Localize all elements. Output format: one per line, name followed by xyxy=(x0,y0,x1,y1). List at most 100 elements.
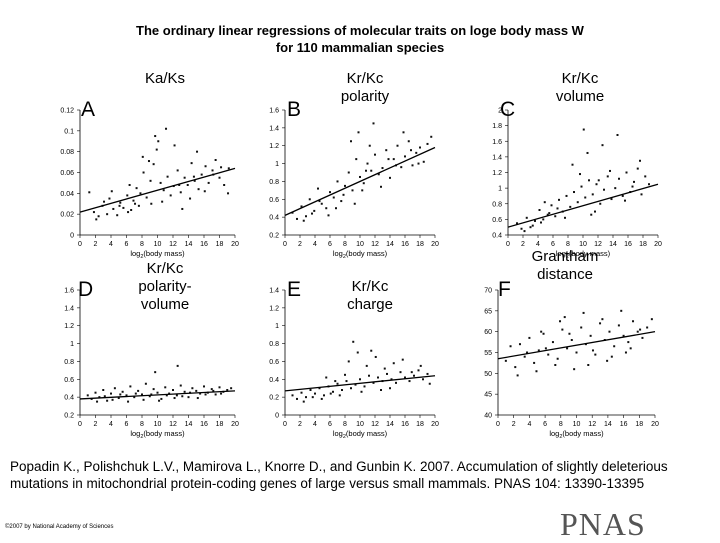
data-point xyxy=(314,392,316,395)
panel-f-title-line: distance xyxy=(537,266,593,283)
x-tick-label: 12 xyxy=(588,421,596,428)
data-point xyxy=(613,345,616,348)
panel-e-letter: E xyxy=(287,278,302,301)
data-point xyxy=(640,193,643,196)
x-tick-label: 10 xyxy=(579,241,587,248)
y-tick-label: 40 xyxy=(484,413,492,420)
data-point xyxy=(165,394,168,397)
x-tick-label: 18 xyxy=(416,241,424,248)
data-point xyxy=(408,380,411,383)
x-tick-label: 4 xyxy=(109,241,113,248)
data-point xyxy=(428,382,431,385)
y-tick-label: 1.2 xyxy=(269,143,279,150)
data-point xyxy=(125,394,128,397)
x-tick-label: 18 xyxy=(416,421,424,428)
panel-d-letter: D xyxy=(78,278,94,301)
x-tick-label: 4 xyxy=(313,421,317,428)
data-point xyxy=(302,219,305,222)
x-tick-label: 16 xyxy=(200,241,208,248)
data-point xyxy=(370,169,373,172)
data-point xyxy=(332,390,334,393)
data-point xyxy=(196,397,199,400)
data-point xyxy=(147,160,150,163)
data-point xyxy=(350,140,352,143)
data-point xyxy=(122,206,125,209)
x-tick-label: 0 xyxy=(506,241,510,248)
data-point xyxy=(183,176,186,179)
data-point xyxy=(302,400,305,403)
data-point xyxy=(150,393,153,396)
data-point xyxy=(338,394,341,397)
data-point xyxy=(523,230,526,233)
data-point xyxy=(601,318,604,321)
data-point xyxy=(385,149,388,152)
x-tick-label: 18 xyxy=(639,241,647,248)
data-point xyxy=(97,215,100,218)
data-point xyxy=(402,131,405,134)
y-tick-label: 1.4 xyxy=(492,154,502,161)
data-point xyxy=(417,369,420,372)
x-tick-label: 20 xyxy=(231,241,239,248)
x-tick-label: 12 xyxy=(169,241,177,248)
data-point xyxy=(580,185,583,188)
y-tick-label: 1.4 xyxy=(269,288,279,295)
data-point xyxy=(551,341,554,344)
data-point xyxy=(516,374,519,377)
x-tick-label: 12 xyxy=(594,241,602,248)
panel-c-title: Kr/Kc volume xyxy=(530,70,630,106)
x-tick-label: 4 xyxy=(313,241,317,248)
data-point xyxy=(584,196,587,199)
data-point xyxy=(389,387,391,390)
data-point xyxy=(154,371,157,374)
data-point xyxy=(573,191,575,194)
data-point xyxy=(110,190,113,193)
data-point xyxy=(641,336,644,339)
data-point xyxy=(106,399,109,402)
data-point xyxy=(227,167,230,170)
data-point xyxy=(102,389,105,391)
x-tick-label: 16 xyxy=(401,421,409,428)
data-point xyxy=(561,328,564,331)
data-point xyxy=(335,207,337,210)
x-axis-label: log2(body mass) xyxy=(130,429,185,440)
y-tick-label: 60 xyxy=(484,329,492,336)
y-tick-label: 1 xyxy=(70,341,74,348)
data-point xyxy=(323,394,325,397)
data-point xyxy=(556,207,559,210)
data-point xyxy=(132,199,135,202)
data-point xyxy=(329,392,332,395)
data-point xyxy=(168,392,171,395)
data-point xyxy=(509,345,512,348)
data-point xyxy=(156,391,159,394)
data-point xyxy=(363,385,366,388)
data-point xyxy=(380,185,382,188)
data-point xyxy=(636,167,639,170)
y-tick-label: 70 xyxy=(484,288,492,295)
data-point xyxy=(535,370,538,373)
data-point xyxy=(344,184,346,187)
data-point xyxy=(606,359,609,362)
y-tick-label: 0.02 xyxy=(60,212,74,219)
data-point xyxy=(617,324,620,327)
panel-b-title-line: polarity xyxy=(340,88,390,105)
data-point xyxy=(347,171,350,174)
data-point xyxy=(368,144,371,147)
data-point xyxy=(218,386,221,389)
x-tick-label: 0 xyxy=(78,421,82,428)
data-point xyxy=(113,387,116,390)
data-point xyxy=(178,184,181,186)
data-point xyxy=(639,159,641,162)
data-point xyxy=(220,392,223,395)
y-tick-label: 0.8 xyxy=(492,201,502,208)
data-point xyxy=(366,162,369,165)
data-point xyxy=(141,155,144,158)
data-point xyxy=(166,175,169,178)
data-point xyxy=(591,193,594,196)
data-point xyxy=(121,390,124,393)
data-point xyxy=(137,389,140,392)
y-tick-label: 0.6 xyxy=(269,359,279,366)
y-tick-label: 0.4 xyxy=(269,377,279,384)
data-point xyxy=(614,187,617,190)
data-point xyxy=(195,389,198,392)
y-tick-label: 55 xyxy=(484,350,492,357)
